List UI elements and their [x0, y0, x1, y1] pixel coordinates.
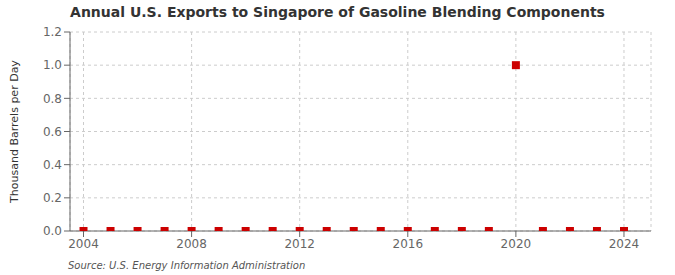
- svg-text:1.0: 1.0: [43, 58, 62, 72]
- svg-text:2008: 2008: [176, 237, 207, 251]
- svg-text:2012: 2012: [284, 237, 315, 251]
- html-text:Source: U.S. Energy Informatio: Source: U.S. Energy Information Administ…: [68, 260, 306, 271]
- svg-text:2004: 2004: [68, 237, 99, 251]
- svg-text:0.0: 0.0: [43, 224, 62, 238]
- svg-text:2020: 2020: [501, 237, 532, 251]
- html-text:Annual U.S. Exports to Singapo: Annual U.S. Exports to Singapore of Gaso…: [70, 4, 605, 20]
- svg-text:0.2: 0.2: [43, 191, 62, 205]
- svg-text:0.4: 0.4: [43, 158, 62, 172]
- svg-text:2016: 2016: [393, 237, 424, 251]
- svg-text:0.8: 0.8: [43, 92, 62, 106]
- svg-text:1.2: 1.2: [43, 25, 62, 39]
- svg-text:Thousand Barrels per Day: Thousand Barrels per Day: [8, 60, 21, 204]
- svg-text:0.6: 0.6: [43, 125, 62, 139]
- svg-text:2024: 2024: [609, 237, 640, 251]
